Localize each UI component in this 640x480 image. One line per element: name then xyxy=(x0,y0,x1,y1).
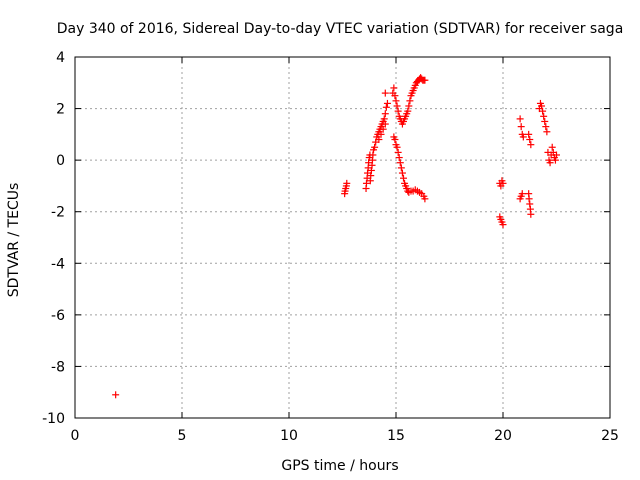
data-point xyxy=(394,107,402,115)
y-tick-label: -10 xyxy=(42,411,65,427)
y-tick-label: -2 xyxy=(51,205,65,221)
data-point xyxy=(382,103,390,111)
data-point xyxy=(517,123,525,131)
data-point xyxy=(397,164,405,172)
data-point xyxy=(551,156,559,164)
data-point xyxy=(541,117,549,125)
data-point xyxy=(383,99,391,107)
y-tick-label: 0 xyxy=(56,153,65,169)
data-point xyxy=(377,130,385,138)
data-point xyxy=(112,391,120,399)
data-point xyxy=(548,143,556,151)
grid xyxy=(75,57,610,418)
data-point xyxy=(381,89,389,97)
data-point xyxy=(380,115,388,123)
data-point xyxy=(394,148,402,156)
data-point xyxy=(406,97,414,105)
data-point xyxy=(553,151,560,159)
plot-frame xyxy=(74,56,611,419)
data-point xyxy=(525,195,533,203)
data-point xyxy=(362,179,370,187)
y-tick-label: 2 xyxy=(56,102,65,118)
x-tick-label: 20 xyxy=(494,428,512,444)
data-point xyxy=(527,210,535,218)
data-point xyxy=(392,97,400,105)
data-point xyxy=(399,174,407,182)
y-tick-label: -8 xyxy=(51,359,65,375)
data-point xyxy=(391,92,399,100)
data-point xyxy=(527,141,535,149)
data-point xyxy=(367,166,375,174)
data-point xyxy=(371,143,379,151)
data-point xyxy=(546,159,554,167)
data-point xyxy=(421,76,429,84)
x-axis-label: GPS time / hours xyxy=(281,458,398,474)
y-tick-label: -6 xyxy=(51,308,65,324)
chart-title: Day 340 of 2016, Sidereal Day-to-day VTE… xyxy=(57,21,624,37)
data-point xyxy=(379,125,387,133)
data-point xyxy=(343,179,351,187)
data-points xyxy=(112,74,560,399)
data-point xyxy=(390,84,398,92)
data-point xyxy=(538,102,546,110)
data-point xyxy=(398,169,406,177)
data-point xyxy=(519,133,527,141)
x-tick-label: 10 xyxy=(280,428,298,444)
y-tick-label: 4 xyxy=(56,50,65,66)
data-point xyxy=(367,172,375,180)
y-axis-label: SDTVAR / TECUs xyxy=(6,183,22,298)
data-point xyxy=(526,136,534,144)
data-point xyxy=(396,159,404,167)
data-point xyxy=(542,123,550,131)
data-point xyxy=(518,190,526,198)
data-point xyxy=(369,151,377,159)
data-point xyxy=(404,107,412,115)
data-point xyxy=(526,200,534,208)
y-tick-label: -4 xyxy=(51,256,65,272)
data-point xyxy=(525,130,533,138)
data-point xyxy=(539,107,547,115)
data-point xyxy=(381,120,389,128)
x-tick-label: 15 xyxy=(387,428,405,444)
data-point xyxy=(516,115,524,123)
data-point xyxy=(543,128,551,136)
data-point xyxy=(499,179,507,187)
data-point xyxy=(393,102,401,110)
data-point xyxy=(381,110,389,118)
data-point xyxy=(375,136,383,144)
data-point xyxy=(395,154,403,162)
data-point xyxy=(499,221,507,229)
x-tick-label: 0 xyxy=(71,428,80,444)
x-tick-label: 5 xyxy=(178,428,187,444)
data-point xyxy=(540,112,548,120)
data-point xyxy=(405,102,413,110)
x-tick-label: 25 xyxy=(601,428,619,444)
axis-ticks: 0 5 10 15 20 25 -10 -8 -6 -4 -2 0 2 4 xyxy=(42,50,619,444)
data-point xyxy=(393,143,401,151)
data-point xyxy=(421,195,429,203)
data-point xyxy=(391,136,399,144)
